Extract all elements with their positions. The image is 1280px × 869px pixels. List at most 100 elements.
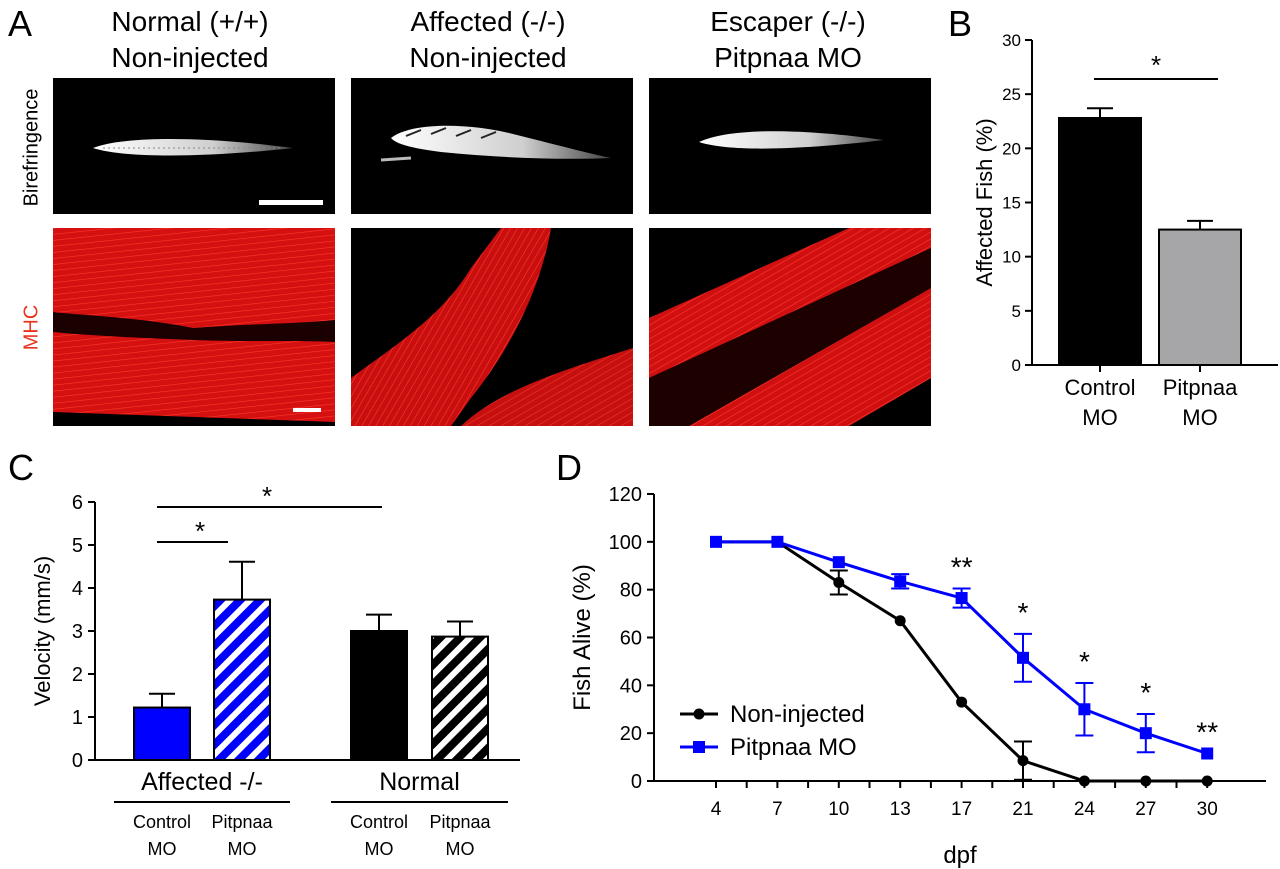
x-tick-label: 17 xyxy=(951,799,972,820)
data-point xyxy=(710,535,722,548)
column-header-line2: Non-injected xyxy=(409,42,567,73)
significance-star: * xyxy=(1018,597,1029,628)
y-tick-label: 5 xyxy=(1012,302,1021,321)
y-tick-label: 100 xyxy=(609,532,642,554)
column-header-escaper: Escaper (-/-) Pitpnaa MO xyxy=(643,4,933,76)
y-tick-label: 120 xyxy=(609,484,642,506)
data-point xyxy=(1139,727,1152,740)
legend-label: Non-injected xyxy=(730,701,865,728)
bar xyxy=(133,706,191,761)
birefringence-image-affected xyxy=(351,78,633,214)
legend-label: Pitpnaa MO xyxy=(730,734,857,761)
panel-letter-b: B xyxy=(948,3,973,44)
legend-marker xyxy=(693,741,705,753)
x-tick-label: MO xyxy=(446,839,475,859)
y-tick-label: 4 xyxy=(72,578,83,600)
mhc-image-affected xyxy=(351,228,633,426)
column-header-line1: Affected (-/-) xyxy=(410,6,566,37)
significance-star: ** xyxy=(951,551,973,582)
data-point xyxy=(1078,775,1090,787)
birefringence-image-normal xyxy=(53,78,335,214)
y-tick-label: 5 xyxy=(72,535,83,557)
scale-bar xyxy=(259,200,323,205)
significance-star: * xyxy=(195,516,205,546)
data-point xyxy=(1201,747,1214,760)
x-tick-label: Pitpnaa xyxy=(429,812,491,832)
x-tick-label: MO xyxy=(228,839,257,859)
row-label-birefringence: Birefringence xyxy=(20,88,43,207)
bar xyxy=(1058,117,1142,366)
y-tick-label: 0 xyxy=(72,750,83,772)
panel-letter-d: D xyxy=(556,447,582,488)
data-point xyxy=(955,592,968,605)
y-tick-label: 15 xyxy=(1002,194,1021,213)
bar xyxy=(213,598,271,761)
data-point xyxy=(1017,651,1029,664)
significance-star: * xyxy=(262,481,272,511)
data-point xyxy=(1017,755,1029,767)
row-label-mhc: MHC xyxy=(20,304,43,351)
y-axis-label: Velocity (mm/s) xyxy=(30,556,55,706)
y-tick-label: 0 xyxy=(1012,356,1021,375)
data-point xyxy=(771,535,784,548)
y-tick-label: 1 xyxy=(72,707,83,729)
y-tick-label: 80 xyxy=(620,580,642,602)
x-tick-label: 27 xyxy=(1135,799,1156,820)
significance-star: * xyxy=(1079,646,1090,677)
data-point xyxy=(956,696,968,708)
birefringence-image-escaper xyxy=(649,78,931,214)
data-point xyxy=(894,575,907,588)
scale-bar xyxy=(293,408,321,412)
chart-d: 0 20 40 60 80 100 120 Fish Alive (%) 4 7 10 13 17 21 2… xyxy=(569,484,1266,869)
y-tick-label: 60 xyxy=(620,628,642,650)
data-point xyxy=(894,615,906,627)
y-axis-label: Fish Alive (%) xyxy=(569,564,596,711)
y-tick-label: 20 xyxy=(620,723,642,745)
column-header-normal: Normal (+/+) Non-injected xyxy=(45,4,335,76)
x-tick-label: 24 xyxy=(1074,799,1096,820)
x-tick-label: Pitpnaa xyxy=(1163,375,1238,400)
y-tick-label: 40 xyxy=(620,675,642,697)
mhc-image-escaper xyxy=(649,228,931,426)
x-tick-label: Control xyxy=(350,812,408,832)
x-tick-label: Control xyxy=(1065,375,1136,400)
legend-marker xyxy=(693,708,705,720)
bar xyxy=(431,635,489,761)
x-tick-label: 30 xyxy=(1197,799,1218,820)
y-tick-label: 0 xyxy=(631,771,642,793)
data-point xyxy=(832,556,845,569)
group-label: Normal xyxy=(379,768,460,796)
y-tick-label: 25 xyxy=(1002,85,1021,104)
x-tick-label: 21 xyxy=(1012,799,1033,820)
y-axis-label: Affected Fish (%) xyxy=(972,118,997,286)
mhc-image-normal xyxy=(53,228,335,426)
column-header-line1: Escaper (-/-) xyxy=(710,6,866,37)
x-tick-label: 10 xyxy=(828,799,849,820)
x-tick-label: MO xyxy=(148,839,177,859)
significance-star: * xyxy=(1140,677,1151,708)
bar xyxy=(1158,228,1242,366)
y-tick-label: 10 xyxy=(1002,248,1021,267)
panel-letter-c: C xyxy=(8,447,34,488)
y-tick-label: 30 xyxy=(1002,31,1021,50)
y-tick-label: 3 xyxy=(72,621,83,643)
column-header-line1: Normal (+/+) xyxy=(111,6,269,37)
column-header-affected: Affected (-/-) Non-injected xyxy=(343,4,633,76)
data-point xyxy=(1140,775,1152,787)
x-tick-label: 7 xyxy=(772,799,783,820)
chart-c: 0 1 2 3 4 5 6 Velocity (mm/s) Control MO Pitpnaa MO… xyxy=(30,481,520,859)
data-point xyxy=(1078,703,1091,716)
data-point xyxy=(1201,775,1213,787)
group-label: Affected -/- xyxy=(141,768,263,796)
column-header-line2: Non-injected xyxy=(111,42,269,73)
x-tick-label: Control xyxy=(133,812,191,832)
x-tick-label: MO xyxy=(1082,405,1117,430)
y-tick-label: 20 xyxy=(1002,139,1021,158)
chart-b: 0 5 10 15 20 25 30 Affected Fish (%) Control MO Pi… xyxy=(972,31,1278,430)
column-header-line2: Pitpnaa MO xyxy=(714,42,862,73)
x-tick-label: 4 xyxy=(711,799,722,820)
x-tick-label: MO xyxy=(1182,405,1217,430)
x-tick-label: MO xyxy=(365,839,394,859)
x-tick-label: 13 xyxy=(890,799,911,820)
significance-star: ** xyxy=(1196,716,1218,747)
